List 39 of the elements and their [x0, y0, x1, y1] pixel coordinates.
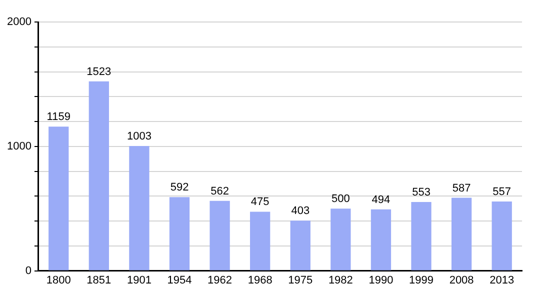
- bar: [169, 197, 190, 270]
- x-tick-label: 1990: [368, 274, 394, 286]
- x-tick-label: 1975: [288, 274, 313, 286]
- y-tick-label: 2000: [6, 16, 32, 28]
- x-tick-label: 2013: [490, 274, 514, 286]
- bar: [411, 202, 432, 270]
- bar: [492, 202, 512, 270]
- data-label: 1003: [126, 130, 152, 143]
- data-label: 1159: [46, 111, 70, 124]
- x-tick-label: 1851: [86, 274, 112, 286]
- bar: [290, 220, 310, 270]
- data-label: 562: [210, 185, 229, 198]
- x-tick-label: 1954: [167, 274, 192, 286]
- data-label: 553: [412, 186, 430, 199]
- bar: [210, 200, 230, 270]
- data-label: 403: [291, 205, 310, 218]
- x-tick-label: 2008: [449, 274, 474, 286]
- bar: [330, 208, 351, 270]
- bar: [129, 146, 150, 270]
- bar: [370, 209, 392, 270]
- y-tick-label: 0: [25, 264, 32, 277]
- x-tick-label: 1800: [46, 274, 71, 286]
- bar: [451, 198, 472, 270]
- data-label: 500: [331, 193, 350, 206]
- x-tick-label: 1968: [248, 274, 272, 286]
- data-label: 592: [170, 182, 189, 194]
- data-label: 494: [372, 194, 390, 206]
- x-tick-label: 1982: [328, 274, 353, 286]
- data-label: 1523: [86, 66, 112, 78]
- bar: [88, 81, 109, 270]
- y-tick-label: 1000: [6, 140, 32, 152]
- x-tick-label: 1962: [208, 274, 232, 286]
- data-label: 475: [250, 196, 270, 208]
- x-tick-label: 1901: [126, 274, 152, 286]
- data-label: 557: [492, 186, 512, 198]
- bar: [250, 212, 270, 270]
- data-label: 587: [452, 182, 471, 194]
- bar: [48, 126, 69, 270]
- x-tick-label: 1999: [409, 274, 434, 286]
